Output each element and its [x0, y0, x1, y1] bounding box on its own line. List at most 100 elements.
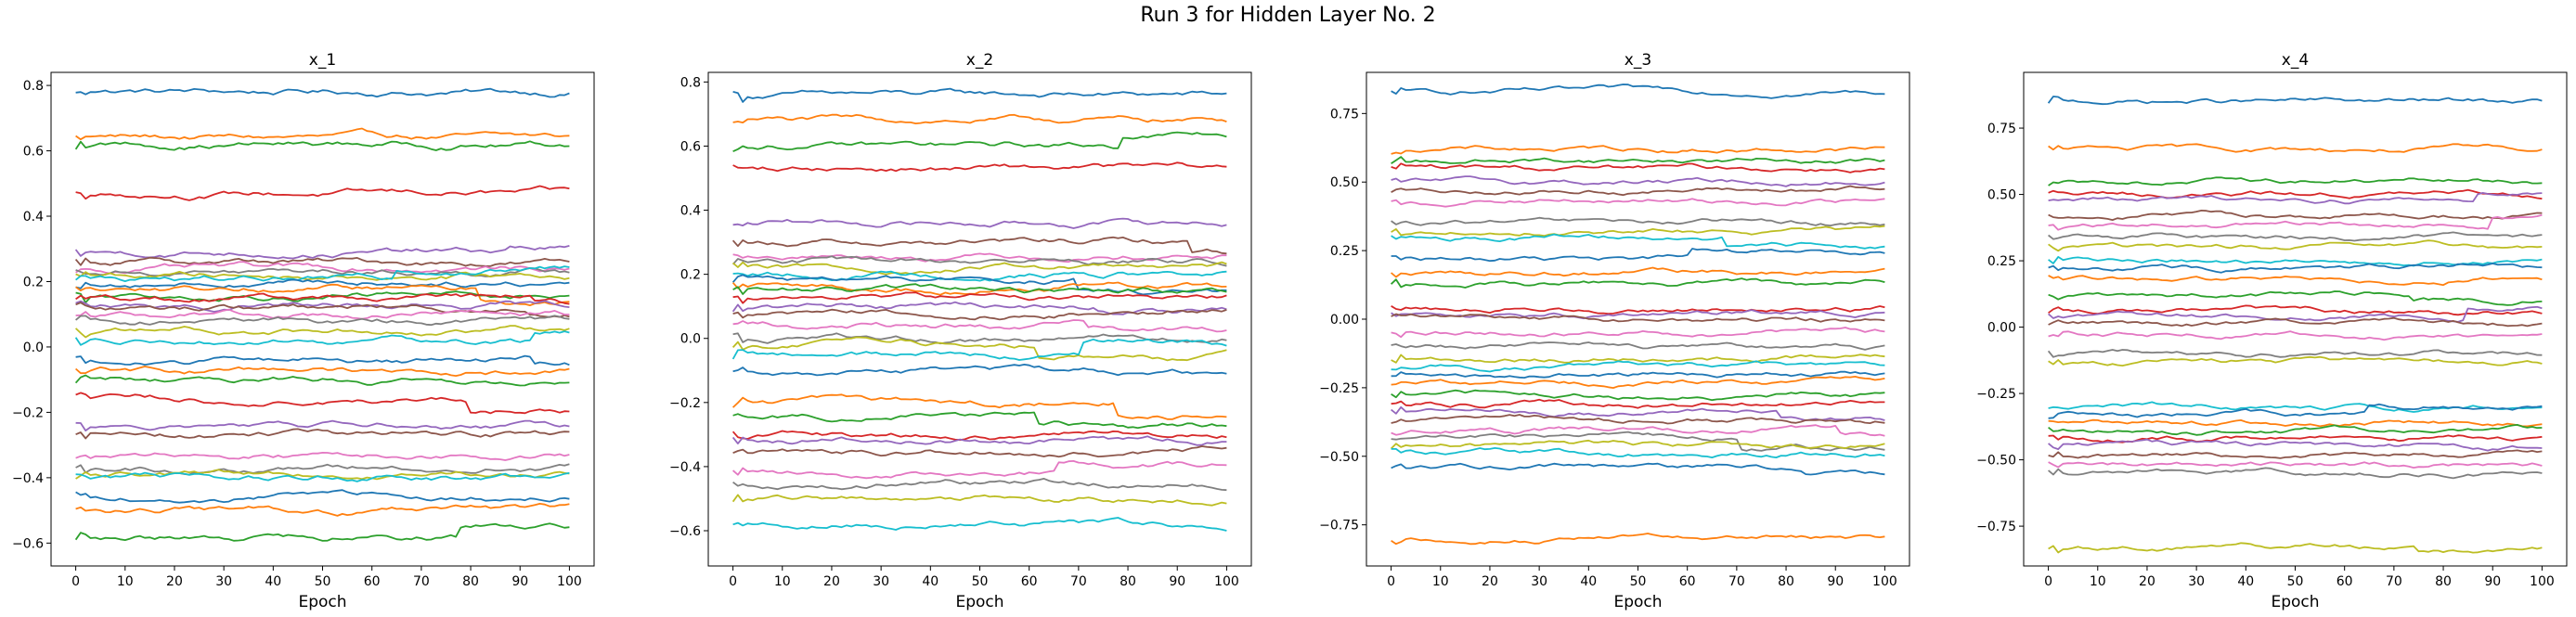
- series-line-20: [2048, 401, 2543, 413]
- x-tick-label: 50: [315, 574, 331, 589]
- series-line-30: [75, 471, 570, 482]
- y-tick-label: 0.8: [680, 75, 701, 90]
- series-line-10: [1391, 233, 1885, 250]
- series-line-19: [1391, 353, 1885, 364]
- x-tick-label: 40: [1580, 574, 1597, 589]
- x-tick-label: 40: [922, 574, 938, 589]
- y-tick-label: −0.50: [1319, 450, 1359, 465]
- series-line-25: [2048, 438, 2543, 452]
- series-line-12: [2048, 275, 2543, 287]
- series-line-8: [731, 255, 1227, 267]
- x-tick-label: 10: [117, 574, 134, 589]
- series-line-8: [2048, 231, 2543, 242]
- x-tick-label: 20: [2139, 574, 2155, 589]
- x-tick-label: 90: [2484, 574, 2501, 589]
- series-line-6: [1391, 185, 1885, 197]
- subplot-title: x_1: [309, 51, 336, 70]
- series-line-10: [75, 265, 570, 283]
- series-line-3: [2048, 176, 2543, 186]
- series-line-5: [2048, 191, 2543, 205]
- x-tick-label: 50: [1630, 574, 1647, 589]
- series-line-12: [1391, 266, 1885, 278]
- x-tick-label: 60: [1021, 574, 1038, 589]
- y-tick-label: 0.6: [680, 139, 701, 154]
- series-line-1: [732, 87, 1227, 103]
- x-axis-label: Epoch: [2271, 593, 2319, 611]
- series-line-17: [1391, 327, 1885, 339]
- series-group: [1390, 84, 1885, 546]
- y-tick-label: −0.2: [12, 405, 44, 420]
- series-line-24: [1391, 398, 1885, 409]
- series-line-19: [74, 325, 570, 339]
- series-line-18: [1391, 341, 1885, 351]
- y-tick-label: 0.75: [1330, 107, 1359, 122]
- x-tick-label: 30: [1531, 574, 1547, 589]
- series-line-17: [2048, 330, 2543, 341]
- series-line-8: [1391, 216, 1885, 227]
- series-line-16: [2048, 316, 2543, 328]
- x-tick-label: 90: [1169, 574, 1185, 589]
- x-tick-label: 70: [1070, 574, 1087, 589]
- series-line-23: [1391, 389, 1885, 402]
- series-line-27: [2048, 461, 2543, 469]
- series-line-6: [731, 236, 1227, 255]
- x-tick-label: 0: [2044, 574, 2052, 589]
- series-line-12: [75, 283, 570, 307]
- series-group: [74, 87, 570, 542]
- x-tick-label: 0: [71, 574, 80, 589]
- series-line-14: [75, 292, 570, 305]
- series-line-32: [75, 503, 570, 517]
- series-line-7: [732, 252, 1227, 264]
- series-line-21: [75, 354, 570, 366]
- series-line-15: [731, 301, 1227, 315]
- x-tick-label: 30: [873, 574, 889, 589]
- series-line-9: [732, 261, 1227, 276]
- series-line-20: [731, 338, 1227, 361]
- series-line-21: [732, 363, 1227, 377]
- y-tick-label: 0.4: [23, 210, 44, 225]
- x-tick-label: 30: [2188, 574, 2205, 589]
- x-axis-label: Epoch: [298, 593, 346, 611]
- x-tick-label: 100: [2530, 574, 2555, 589]
- x-tick-label: 80: [2435, 574, 2452, 589]
- series-line-24: [731, 430, 1227, 442]
- series-line-9: [1391, 225, 1885, 238]
- series-line-10: [732, 270, 1227, 282]
- y-tick-label: −0.75: [1319, 519, 1359, 533]
- x-tick-label: 40: [2237, 574, 2254, 589]
- x-tick-label: 20: [166, 574, 183, 589]
- series-line-28: [75, 463, 570, 476]
- series-line-1: [2047, 96, 2543, 106]
- series-line-9: [75, 270, 570, 281]
- series-line-19: [731, 336, 1227, 362]
- x-tick-label: 80: [1778, 574, 1794, 589]
- x-tick-label: 60: [2337, 574, 2353, 589]
- y-tick-label: 0.00: [1330, 313, 1359, 328]
- series-line-30: [1391, 446, 1885, 459]
- x-tick-label: 40: [265, 574, 281, 589]
- x-tick-label: 70: [413, 574, 430, 589]
- series-line-18: [732, 332, 1227, 345]
- series-line-4: [75, 185, 570, 201]
- series-line-12: [731, 281, 1227, 296]
- subplot-title: x_2: [966, 51, 993, 70]
- y-tick-label: 0.25: [1330, 244, 1359, 259]
- series-line-29: [2048, 542, 2543, 554]
- subplot-2: x_2 0 10 20 30 40 50 60 70 80 90 100 −0.6 −0.4 −0.2 0.0…: [669, 51, 1252, 611]
- x-tick-label: 50: [972, 574, 989, 589]
- series-line-13: [1390, 277, 1885, 289]
- subplot-3: x_3 0 10 20 30 40 50 60 70 80 90 100 −0.75 −0.50 −0.25…: [1319, 51, 1910, 611]
- x-tick-label: 0: [1387, 574, 1395, 589]
- subplot-title: x_4: [2282, 51, 2309, 70]
- series-line-33: [74, 522, 570, 542]
- x-tick-label: 80: [1120, 574, 1136, 589]
- series-line-29: [1390, 439, 1885, 450]
- x-tick-label: 70: [2386, 574, 2402, 589]
- series-line-27: [1391, 424, 1885, 437]
- series-group: [2047, 96, 2543, 554]
- series-line-6: [2048, 209, 2543, 222]
- series-line-9: [2048, 239, 2543, 252]
- series-line-32: [1391, 533, 1885, 546]
